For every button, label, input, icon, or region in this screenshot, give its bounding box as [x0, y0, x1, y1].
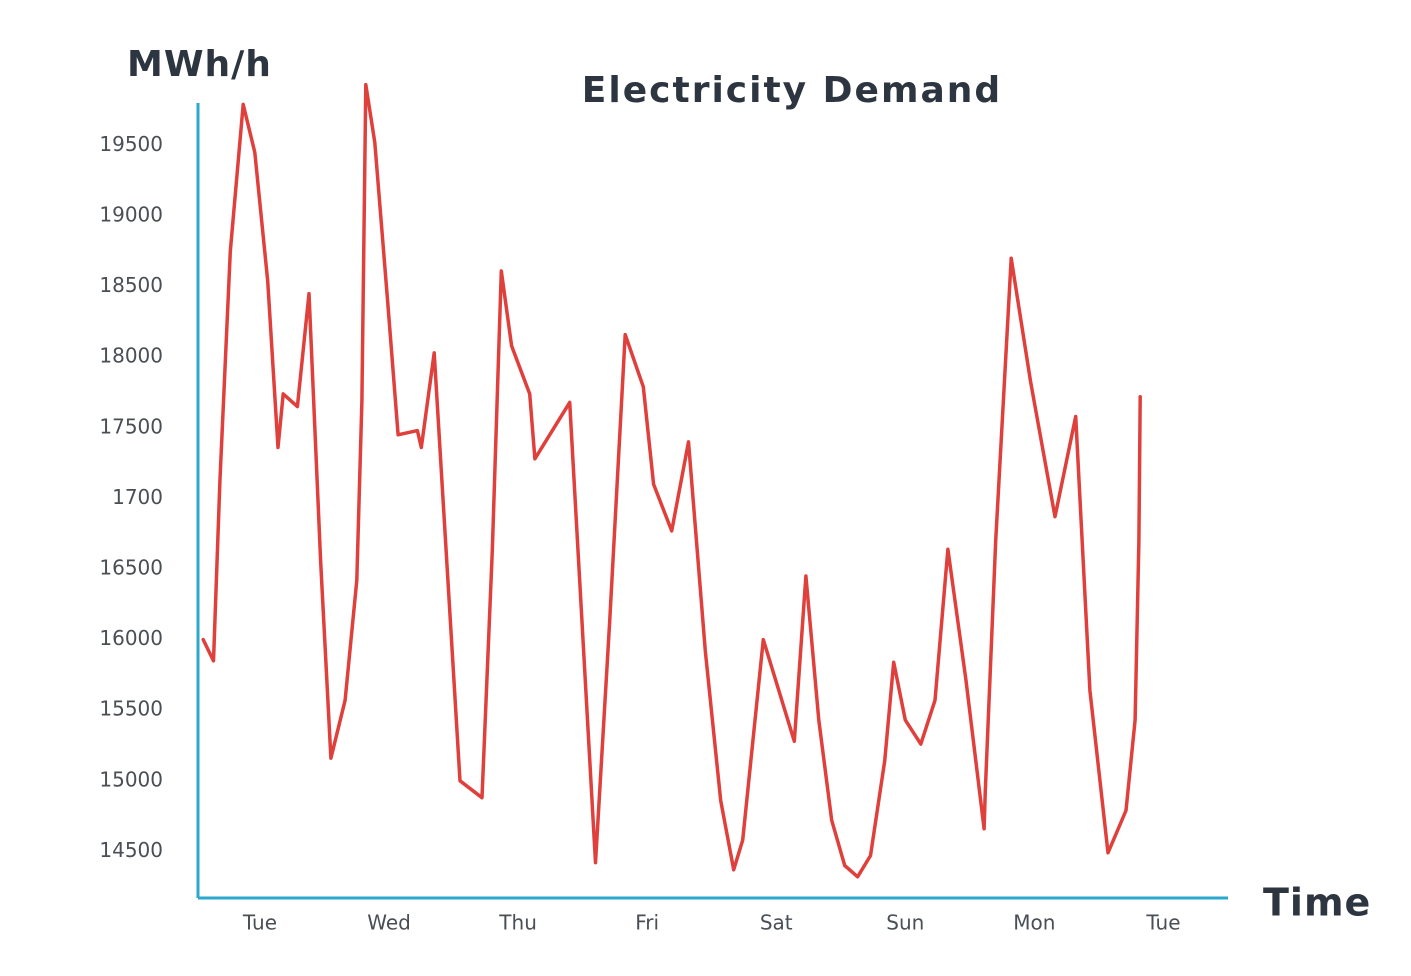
y-tick-label: 16500 — [99, 555, 163, 579]
y-tick-label: 15500 — [99, 697, 163, 721]
x-tick-label: Sun — [886, 911, 924, 935]
y-tick-label: 18000 — [99, 344, 163, 368]
y-tick-label: 14500 — [99, 838, 163, 862]
y-tick-label: 19000 — [99, 202, 163, 226]
x-tick-label: Wed — [367, 911, 411, 935]
y-tick-label: 17500 — [99, 414, 163, 438]
x-tick-label: Tue — [1145, 911, 1180, 935]
x-tick-label: Sat — [760, 911, 793, 935]
x-tick-label: Tue — [242, 911, 277, 935]
y-tick-label: 18500 — [99, 273, 163, 297]
x-tick-label: Fri — [635, 911, 659, 935]
y-tick-label: 16000 — [99, 626, 163, 650]
x-axis-label: Time — [1263, 881, 1371, 925]
y-tick-label: 1700 — [112, 485, 163, 509]
y-tick-label: 19500 — [99, 132, 163, 156]
x-tick-label: Mon — [1013, 911, 1055, 935]
x-tick-label: Thu — [498, 911, 537, 935]
y-tick-label: 15000 — [99, 767, 163, 791]
y-axis-label: MWh/h — [127, 44, 272, 85]
demand-line — [201, 82, 1142, 879]
chart-title: Electricity Demand — [582, 70, 1002, 111]
